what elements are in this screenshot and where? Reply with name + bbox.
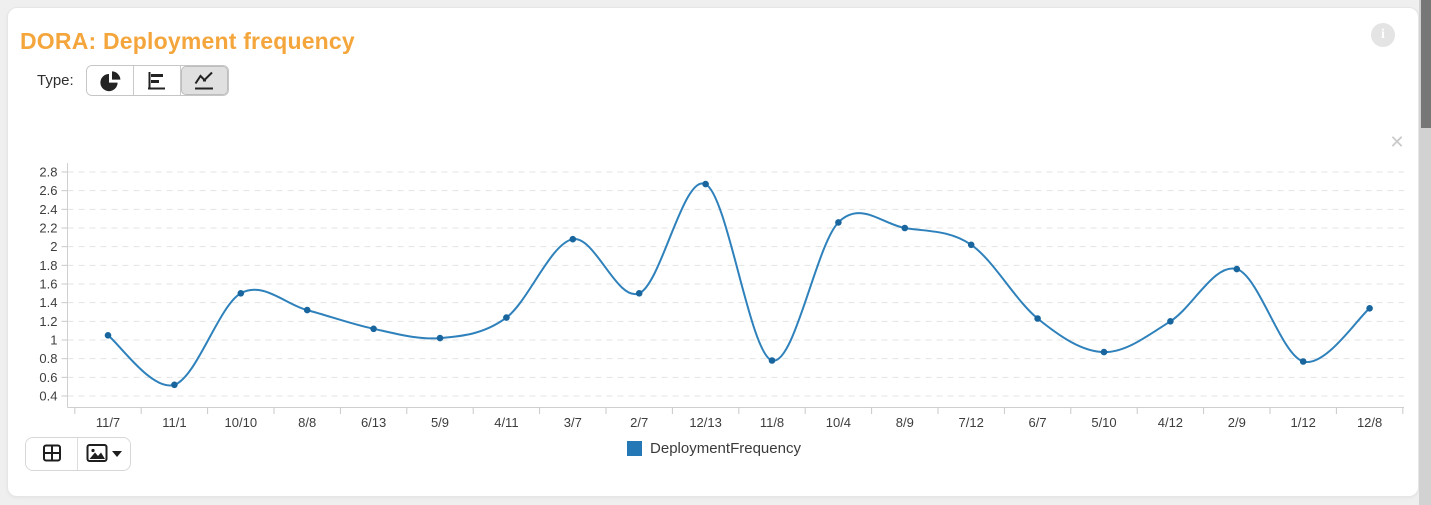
x-axis-label: 2/7 [630, 415, 648, 430]
data-point[interactable] [768, 357, 776, 364]
y-axis-label: 2.6 [39, 183, 57, 198]
y-axis-label: 0.8 [39, 351, 57, 366]
caret-down-icon [112, 451, 122, 457]
y-axis-label: 2 [50, 239, 57, 254]
table-icon [41, 442, 63, 467]
x-axis-label: 3/7 [564, 415, 582, 430]
data-point[interactable] [702, 180, 709, 188]
x-axis-label: 6/13 [361, 415, 386, 430]
chart-legend[interactable]: DeploymentFrequency [8, 440, 1420, 457]
x-axis-label: 4/11 [494, 415, 518, 430]
y-axis-label: 1 [50, 332, 57, 347]
line-chart-icon [192, 69, 216, 93]
deployment-frequency-chart: 0.4 0.6 0.8 1 1.2 1.4 1.6 1.8 2 2.2 2.4 2.6 2.8 11/7 1… [39, 163, 1404, 430]
x-axis-label: 7/12 [959, 415, 984, 430]
x-axis-label: 11/7 [96, 415, 120, 430]
data-point[interactable] [635, 290, 643, 297]
data-point[interactable] [835, 219, 842, 226]
x-axis-label: 10/10 [225, 415, 258, 430]
close-icon[interactable]: ✕ [1387, 132, 1407, 152]
data-point[interactable] [967, 241, 975, 249]
y-axis-label: 0.6 [39, 370, 57, 385]
y-axis-label: 1.6 [39, 276, 57, 291]
data-point[interactable] [1366, 305, 1373, 312]
y-axis-label: 2.4 [39, 202, 57, 217]
legend-label: DeploymentFrequency [650, 440, 801, 457]
x-axis-label: 6/7 [1029, 415, 1047, 430]
data-point[interactable] [303, 306, 311, 314]
page-scrollbar[interactable] [1419, 0, 1431, 505]
x-axis-label: 5/10 [1091, 415, 1116, 430]
x-axis-label: 10/4 [826, 415, 851, 430]
page-scrollbar-thumb[interactable] [1421, 0, 1431, 128]
close-icon-glyph: ✕ [1389, 132, 1405, 152]
x-axis-label: 1/12 [1291, 415, 1316, 430]
data-point[interactable] [1167, 318, 1174, 325]
data-point[interactable] [370, 325, 377, 333]
chart-toolbar [25, 437, 131, 471]
data-point[interactable] [1100, 348, 1108, 356]
x-axis-label: 8/9 [896, 415, 914, 430]
export-image-button[interactable] [78, 438, 130, 470]
pie-chart-icon [98, 69, 122, 93]
bar-chart-icon [145, 69, 169, 93]
x-axis-label: 11/8 [760, 415, 784, 430]
data-point[interactable] [104, 332, 112, 339]
y-axis-label: 2.8 [39, 165, 57, 180]
data-point[interactable] [1299, 358, 1307, 365]
type-button-group [85, 65, 229, 96]
y-axis-label: 1.4 [39, 295, 57, 310]
x-axis-label: 12/13 [689, 415, 722, 430]
data-point[interactable] [1034, 315, 1041, 322]
x-axis-label: 5/9 [431, 415, 449, 430]
type-pie-button[interactable] [86, 66, 134, 95]
x-axis-label: 8/8 [298, 415, 316, 430]
x-axis-label: 12/8 [1357, 415, 1382, 430]
info-icon[interactable]: i [1371, 23, 1395, 47]
info-icon-glyph: i [1381, 27, 1385, 42]
data-point[interactable] [436, 334, 444, 342]
x-axis-label: 2/9 [1228, 415, 1246, 430]
page-title: DORA: Deployment frequency [20, 28, 355, 54]
data-point[interactable] [237, 290, 245, 297]
data-point[interactable] [569, 235, 577, 243]
type-bar-button[interactable] [133, 66, 181, 95]
y-axis-label: 1.2 [39, 314, 57, 329]
show-table-button[interactable] [26, 438, 78, 470]
y-axis-label: 0.4 [39, 388, 57, 403]
chart-widget-card: DORA: Deployment frequency i Type: [7, 7, 1419, 497]
legend-swatch [627, 441, 643, 456]
data-point[interactable] [1233, 265, 1241, 273]
series-line [107, 182, 1371, 387]
x-axis-label: 11/1 [162, 415, 186, 430]
x-axis-label: 4/12 [1158, 415, 1183, 430]
y-axis-label: 2.2 [39, 220, 57, 235]
y-axis-label: 1.8 [39, 258, 57, 273]
data-point[interactable] [171, 381, 178, 389]
type-line-button[interactable] [180, 66, 228, 95]
chart-type-selector: Type: [37, 65, 229, 96]
data-point[interactable] [901, 224, 909, 232]
data-point[interactable] [503, 314, 510, 321]
type-label: Type: [37, 72, 74, 89]
image-icon [86, 443, 108, 466]
